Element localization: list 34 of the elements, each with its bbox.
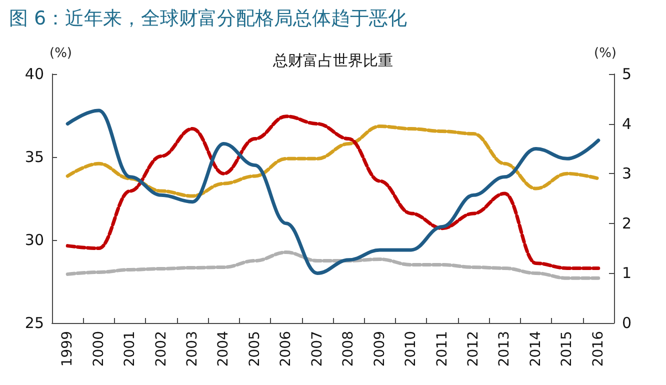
x-tick-label: 2015 bbox=[559, 331, 576, 367]
x-tick-label: 2004 bbox=[216, 330, 232, 367]
y2-tick-label: 2 bbox=[622, 214, 632, 232]
y-tick-label: 40 bbox=[24, 65, 44, 83]
x-tick-label: 2008 bbox=[340, 331, 357, 367]
x-tick-label: 2002 bbox=[153, 331, 170, 367]
x-tick-label: 2016 bbox=[590, 330, 606, 367]
x-tick-label: 1999 bbox=[60, 331, 76, 367]
x-tick-label: 2003 bbox=[184, 331, 200, 367]
x-tick-label: 2010 bbox=[403, 331, 420, 367]
y-axis-title: (%) bbox=[50, 46, 72, 61]
chart-title: 图 6：近年来，全球财富分配格局总体趋于恶化 bbox=[9, 8, 408, 30]
y2-tick-label: 1 bbox=[622, 264, 632, 282]
chart-subtitle: 总财富占世界比重 bbox=[272, 52, 393, 70]
y2-axis-title: (%) bbox=[594, 46, 616, 61]
y2-tick-label: 3 bbox=[622, 164, 632, 183]
line-series bbox=[66, 124, 600, 198]
y-tick-label: 30 bbox=[24, 231, 44, 249]
y-tick-label: 25 bbox=[24, 314, 44, 332]
x-tick-label: 2011 bbox=[434, 331, 450, 367]
y2-tick-label: 5 bbox=[622, 65, 632, 83]
x-tick-label: 2005 bbox=[246, 331, 263, 367]
x-tick-label: 2009 bbox=[372, 331, 388, 367]
y-tick-label: 35 bbox=[24, 148, 44, 166]
line-series bbox=[66, 250, 600, 280]
y2-tick-label: 0 bbox=[622, 314, 632, 332]
x-tick-label: 2012 bbox=[466, 331, 482, 367]
x-tick-label: 2000 bbox=[90, 331, 107, 367]
x-tick-label: 2007 bbox=[309, 331, 326, 367]
x-tick-label: 2014 bbox=[528, 330, 544, 367]
x-tick-label: 2013 bbox=[496, 331, 513, 367]
y2-tick-label: 4 bbox=[622, 114, 632, 133]
x-tick-label: 2006 bbox=[278, 330, 294, 367]
x-tick-label: 2001 bbox=[122, 331, 138, 367]
